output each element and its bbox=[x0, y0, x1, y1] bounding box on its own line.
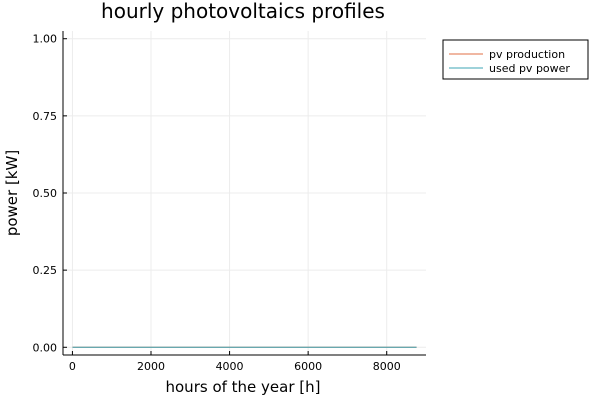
x-axis-label: hours of the year [h] bbox=[166, 378, 321, 396]
y-tick-label: 0.50 bbox=[33, 187, 58, 200]
x-tick-label: 0 bbox=[69, 360, 76, 373]
x-tick-label: 4000 bbox=[216, 360, 244, 373]
y-axis-label: power [kW] bbox=[3, 150, 21, 236]
x-tick-label: 6000 bbox=[294, 360, 322, 373]
y-tick-label: 0.75 bbox=[33, 110, 58, 123]
tick-labels: 0 2000 4000 6000 8000 0.00 0.25 0.50 0.75 1.00 bbox=[33, 33, 401, 373]
legend-label: pv production bbox=[489, 48, 565, 61]
legend-box bbox=[442, 39, 589, 80]
y-tick-label: 1.00 bbox=[33, 33, 58, 46]
legend-label: used pv power bbox=[489, 62, 570, 75]
y-tick-label: 0.25 bbox=[33, 264, 58, 277]
x-tick-label: 2000 bbox=[137, 360, 165, 373]
x-tick-label: 8000 bbox=[373, 360, 401, 373]
grid-lines bbox=[63, 31, 426, 355]
axes bbox=[62, 31, 426, 356]
chart-title: hourly photovoltaics profiles bbox=[101, 0, 385, 23]
y-tick-label: 0.00 bbox=[33, 341, 58, 354]
